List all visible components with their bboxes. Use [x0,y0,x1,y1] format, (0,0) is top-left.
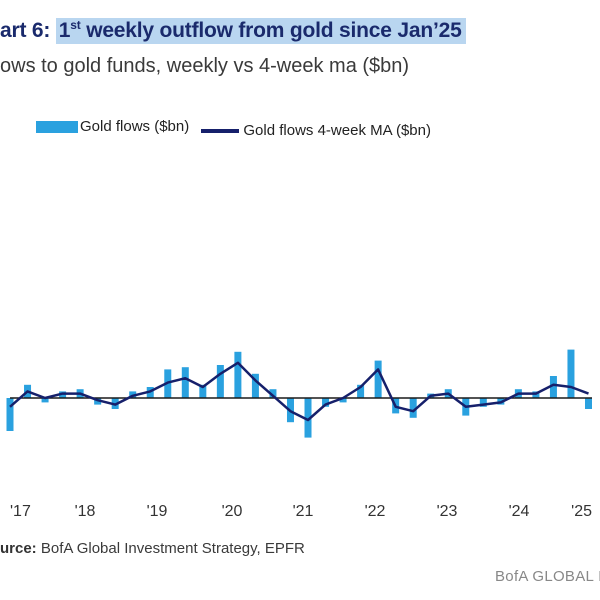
flow-bar [216,365,224,398]
chart-title-highlight: 1st weekly outflow from gold since Jan’2… [55,18,466,44]
x-tick-label: '23 [437,503,458,520]
brand-logo-text: BofA GLOBAL I [495,568,600,585]
bars-layer [6,349,592,438]
flow-bar [479,398,487,407]
flow-bar [181,367,189,398]
flow-bar [374,360,382,398]
legend-swatch-line [201,128,240,133]
chart-title: art 6: 1st weekly outflow from gold sinc… [0,18,466,44]
x-tick-label: '21 [293,503,314,520]
ma-line-layer [9,361,589,422]
legend-item-bars: Gold flows ($bn) [36,118,189,135]
x-tick-label: '22 [365,503,386,520]
x-tick-label: '19 [147,503,168,520]
title-highlight-pre: 1 [58,19,71,42]
legend-item-line: Gold flows 4-week MA ($bn) [201,122,431,139]
x-tick-label: '24 [509,503,530,520]
flow-bar [549,376,557,398]
chart-title-prefix: art 6: [0,19,56,42]
legend-label-line: Gold flows 4-week MA ($bn) [243,122,431,139]
flow-bar [251,373,259,398]
chart-legend: Gold flows ($bn) Gold flows 4-week MA ($… [36,118,439,139]
flow-bar [234,351,242,398]
flow-bar [339,398,347,403]
x-tick-label: '17 [10,503,31,520]
flow-bar [322,398,330,407]
title-highlight-sup: st [70,18,81,32]
x-tick-label: '20 [222,503,243,520]
x-tick-label: '18 [75,503,96,520]
flow-bar [199,384,207,398]
flow-bar [567,349,575,398]
x-tick-label: '25 [571,503,592,520]
source-label: urce: [0,540,37,557]
flow-bar [584,398,592,409]
x-tick-labels: '17 '18 '19 '20 '21 '22 '23 '24 '25 [10,503,592,520]
source-text: BofA Global Investment Strategy, EPFR [36,540,305,557]
flow-bar [6,398,14,431]
legend-swatch-bars [36,120,78,133]
chart-subtitle: ows to gold funds, weekly vs 4-week ma (… [0,55,410,77]
flow-bar [269,389,277,398]
source-note: urce: BofA Global Investment Strategy, E… [0,540,305,557]
flow-bar [409,398,417,418]
legend-label-bars: Gold flows ($bn) [80,118,190,135]
ma-series-line [9,361,589,422]
flow-bar [41,398,49,403]
title-highlight-post: weekly outflow from gold since Jan’25 [80,19,462,42]
flow-bar [357,384,365,398]
flow-bar [304,398,312,438]
